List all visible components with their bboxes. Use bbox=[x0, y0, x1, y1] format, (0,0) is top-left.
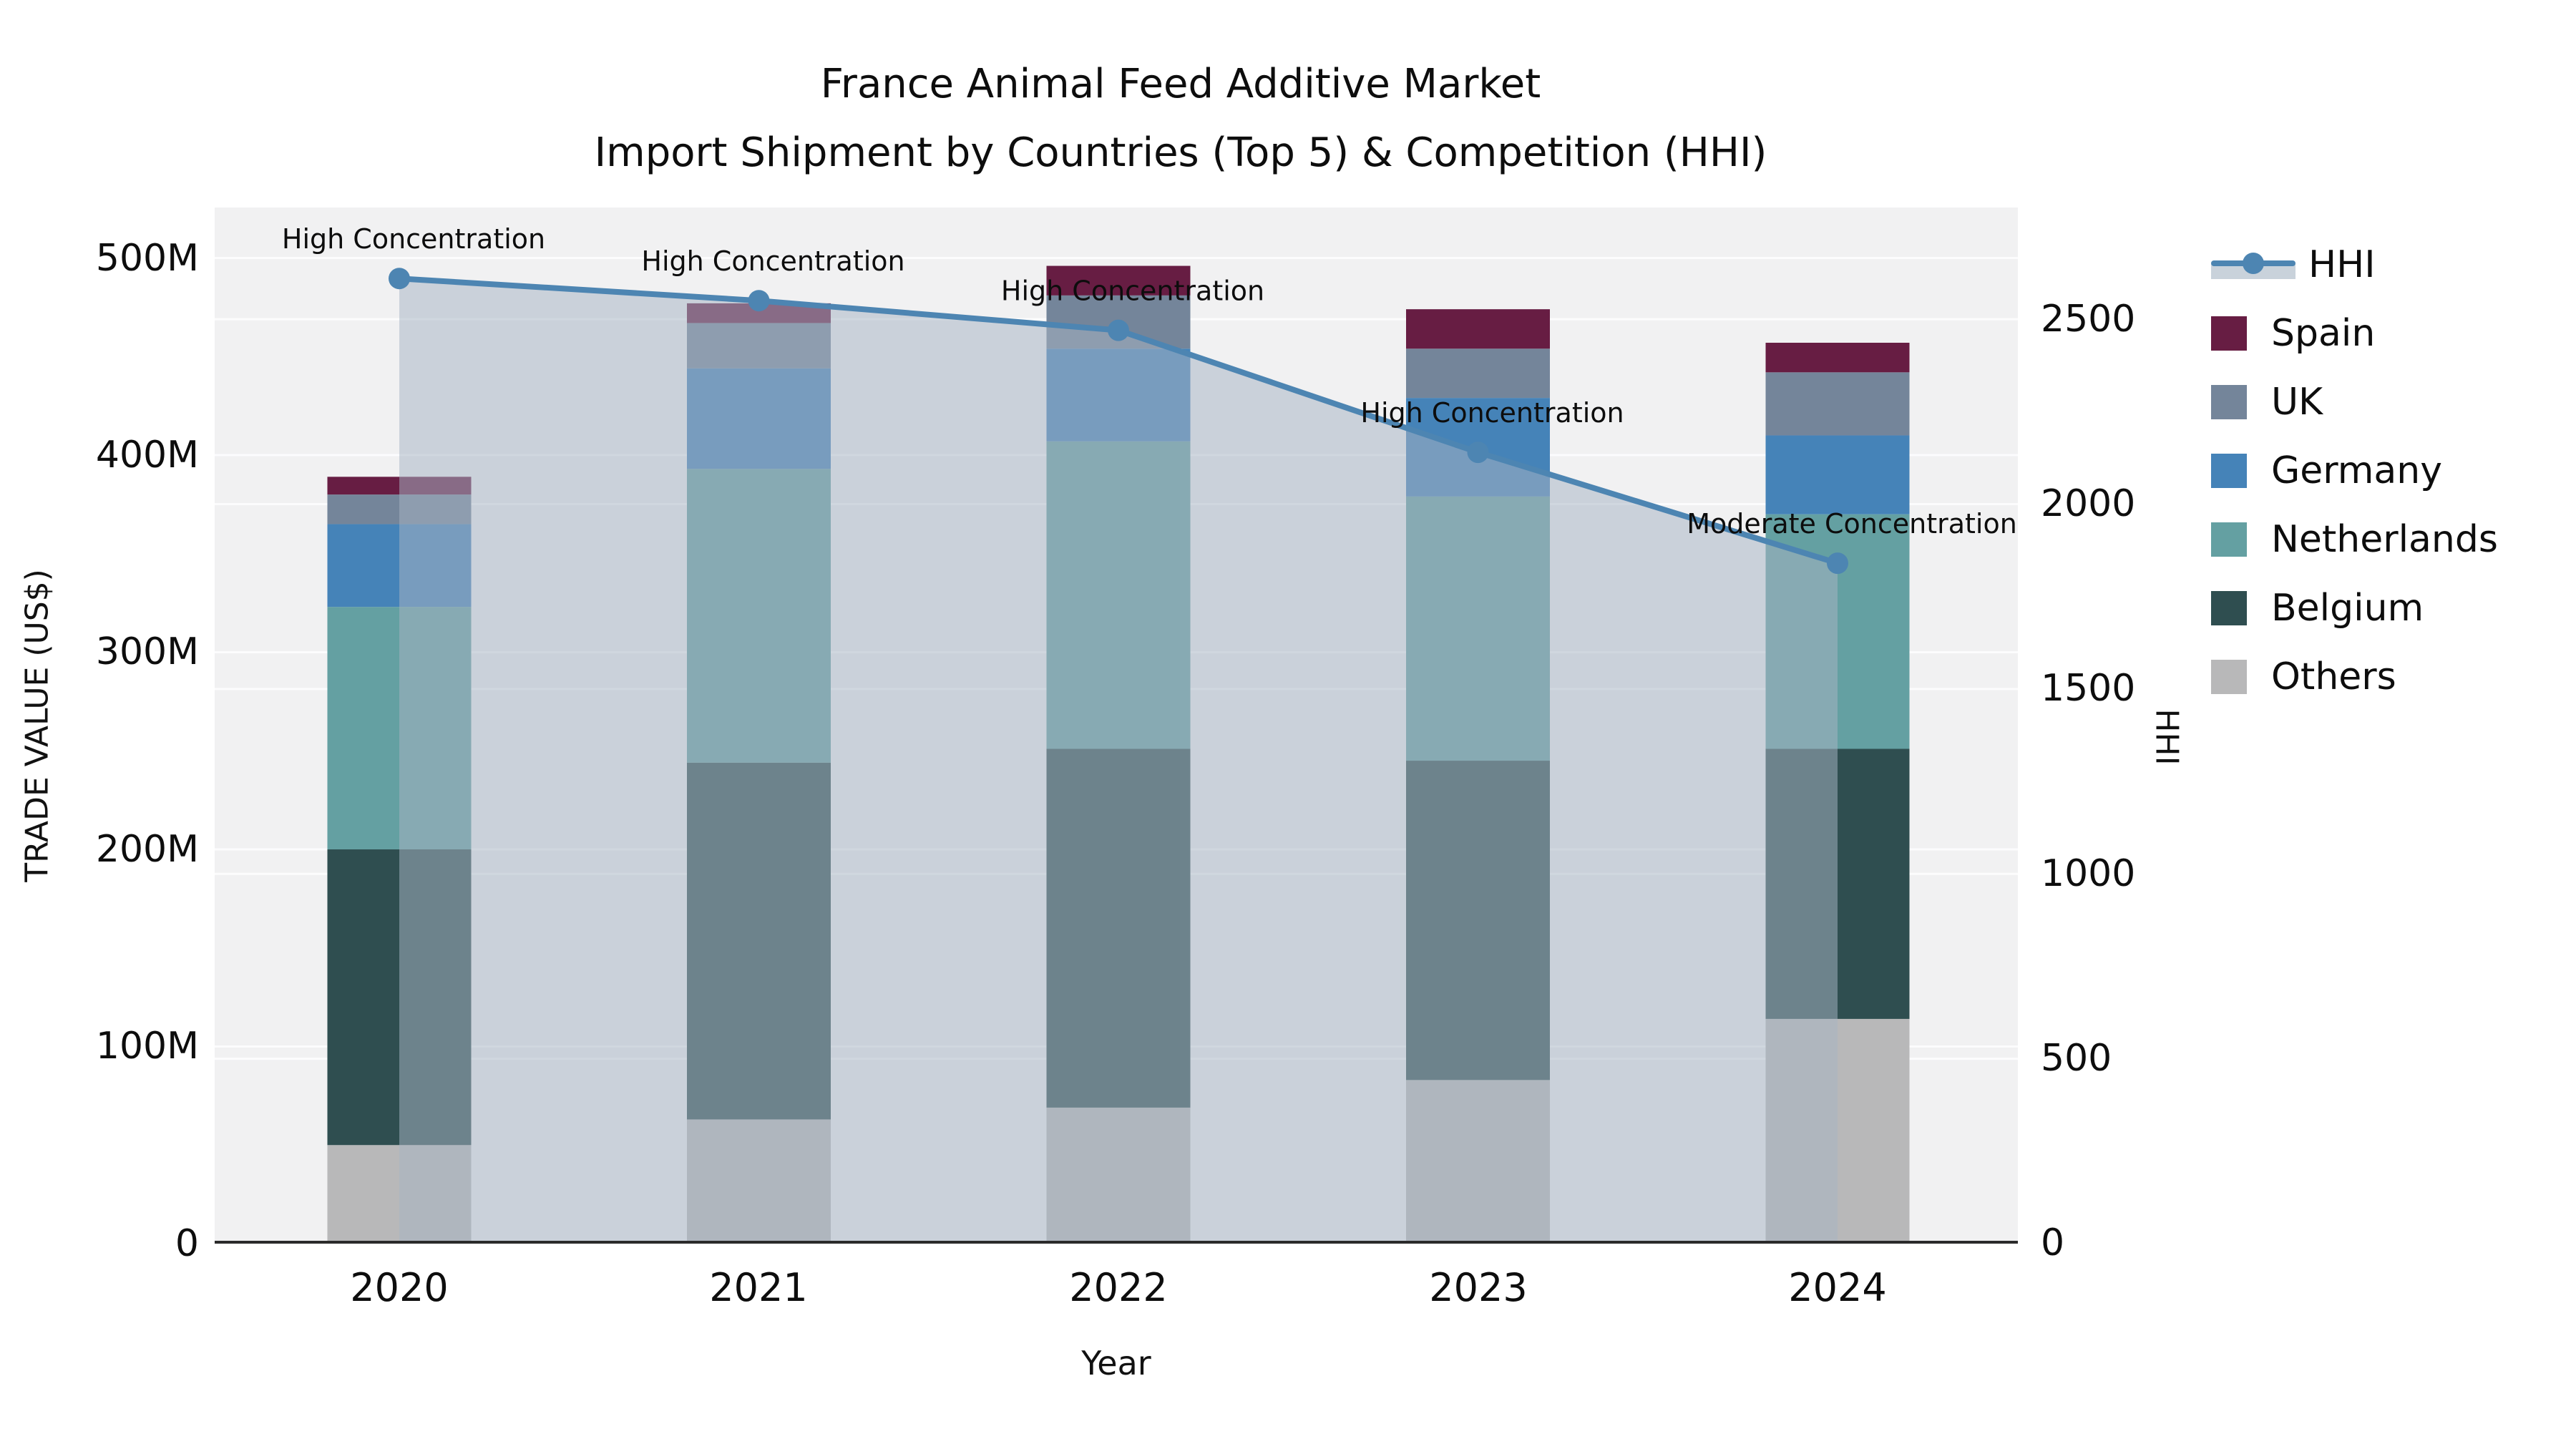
left-axis-tick: 500M bbox=[95, 237, 199, 280]
annotation-label: High Concentration bbox=[641, 245, 904, 277]
left-axis-tick: 200M bbox=[95, 828, 199, 871]
legend-label: Netherlands bbox=[2271, 518, 2498, 561]
x-tick-2024: 2024 bbox=[1788, 1265, 1887, 1310]
x-tick-2021: 2021 bbox=[709, 1265, 808, 1310]
legend-item-hhi: HHI bbox=[2211, 230, 2498, 299]
x-tick-2020: 2020 bbox=[350, 1265, 449, 1310]
netherlands-swatch-icon bbox=[2211, 522, 2247, 557]
x-tick-2023: 2023 bbox=[1429, 1265, 1528, 1310]
annotation-label: High Concentration bbox=[1360, 397, 1624, 429]
annotation-label: High Concentration bbox=[282, 223, 545, 255]
legend-label: HHI bbox=[2308, 243, 2376, 286]
left-axis-tick: 100M bbox=[95, 1025, 199, 1068]
chart-title-line2: Import Shipment by Countries (Top 5) & C… bbox=[594, 130, 1767, 176]
legend-item-others: Others bbox=[2211, 643, 2498, 711]
legend-label: Germany bbox=[2271, 449, 2443, 492]
plot-svg: High Concentration High Concentration High… bbox=[215, 223, 2018, 1244]
right-axis-title: HHI bbox=[2148, 708, 2185, 766]
legend-label: UK bbox=[2271, 381, 2323, 424]
legend-label: Spain bbox=[2271, 312, 2376, 355]
left-axis: 0 100M 200M 300M 400M 500M bbox=[0, 0, 206, 1449]
annotation-label: Moderate Concentration bbox=[1687, 508, 2017, 540]
right-axis-tick: 500 bbox=[2041, 1037, 2112, 1080]
plot-area: High Concentration High Concentration High… bbox=[215, 208, 2018, 1244]
left-axis-title: TRADE VALUE (US$) bbox=[19, 569, 56, 882]
left-axis-tick: 300M bbox=[95, 630, 199, 673]
annotation-label: High Concentration bbox=[1001, 275, 1264, 307]
spain-swatch-icon bbox=[2211, 316, 2247, 351]
right-axis: 0 500 1000 1500 2000 2500 bbox=[2034, 0, 2263, 1449]
legend-label: Belgium bbox=[2271, 587, 2424, 630]
left-axis-tick: 400M bbox=[95, 434, 199, 477]
legend: HHI Spain UK Germany Netherlands Belgium… bbox=[2211, 230, 2498, 711]
x-tick-2022: 2022 bbox=[1069, 1265, 1168, 1310]
chart-title: France Animal Feed Additive Market Impor… bbox=[0, 50, 2361, 187]
right-axis-tick: 0 bbox=[2041, 1221, 2065, 1264]
right-axis-tick: 2000 bbox=[2041, 482, 2136, 525]
legend-item-belgium: Belgium bbox=[2211, 574, 2498, 643]
legend-item-netherlands: Netherlands bbox=[2211, 505, 2498, 574]
legend-item-uk: UK bbox=[2211, 368, 2498, 436]
right-axis-tick: 2500 bbox=[2041, 298, 2136, 341]
x-axis-title: Year bbox=[1081, 1344, 1151, 1382]
legend-label: Others bbox=[2271, 655, 2396, 698]
others-swatch-icon bbox=[2211, 660, 2247, 694]
chart-title-line1: France Animal Feed Additive Market bbox=[820, 61, 1541, 107]
right-axis-tick: 1000 bbox=[2041, 852, 2136, 895]
legend-item-germany: Germany bbox=[2211, 436, 2498, 505]
uk-swatch-icon bbox=[2211, 385, 2247, 419]
legend-item-spain: Spain bbox=[2211, 299, 2498, 368]
hhi-line-marker-icon bbox=[2211, 248, 2296, 282]
right-axis-tick: 1500 bbox=[2041, 667, 2136, 710]
belgium-swatch-icon bbox=[2211, 591, 2247, 625]
germany-swatch-icon bbox=[2211, 454, 2247, 488]
left-axis-tick: 0 bbox=[175, 1222, 199, 1265]
